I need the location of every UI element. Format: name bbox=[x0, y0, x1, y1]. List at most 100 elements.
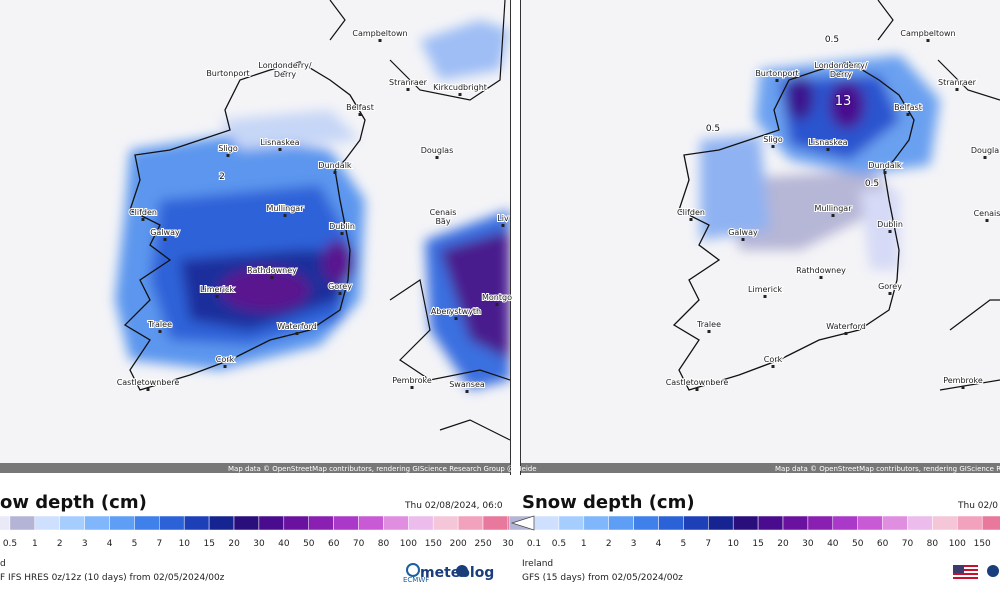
colorbar-label: 70 bbox=[353, 539, 365, 549]
colorbar-label: 0.5 bbox=[3, 539, 17, 549]
city-label: Rathdowney bbox=[247, 266, 297, 275]
colorbar-segment bbox=[134, 515, 160, 531]
colorbar-segment bbox=[408, 515, 434, 531]
contour-label: 0.5 bbox=[865, 179, 879, 189]
colorbar-label: 0.1 bbox=[527, 539, 541, 549]
colorbar-label: 5 bbox=[681, 539, 687, 549]
city-label: Stranraer bbox=[938, 78, 977, 87]
colorbar-segment bbox=[283, 515, 309, 531]
colorbar-label: 7 bbox=[157, 539, 163, 549]
city-label: Castletownbere bbox=[117, 378, 180, 387]
colorbar-label: 30 bbox=[802, 539, 814, 549]
colorbar-segment bbox=[59, 515, 85, 531]
contour-label: 13 bbox=[835, 94, 852, 109]
colorbar-label: 80 bbox=[378, 539, 390, 549]
colorbar-label: 30 bbox=[253, 539, 265, 549]
colorbar-segment bbox=[608, 515, 634, 531]
city-label: Pembroke bbox=[392, 376, 432, 385]
colorbar-segment bbox=[882, 515, 908, 531]
city-marker bbox=[410, 386, 414, 389]
city-label: Lisnaskea bbox=[808, 138, 847, 147]
colorbar-segment bbox=[457, 515, 484, 531]
city-marker bbox=[888, 230, 892, 233]
city-label: Gorey bbox=[878, 282, 902, 291]
city-marker bbox=[454, 317, 458, 320]
colorbar-label: 30 bbox=[502, 539, 514, 549]
city-marker bbox=[771, 145, 775, 148]
region: d bbox=[0, 559, 6, 569]
panel: Campbeltown Londonderry/Derry Burtonport St… bbox=[116, 28, 513, 393]
colorbar-segment bbox=[9, 515, 36, 531]
colorbar-label: 50 bbox=[303, 539, 315, 549]
city-label: Pembroke bbox=[943, 376, 983, 385]
city-label: Aberystwyth bbox=[431, 307, 481, 316]
city-marker bbox=[146, 388, 150, 391]
colorbar-label: 4 bbox=[107, 539, 113, 549]
flag-stripe bbox=[953, 573, 978, 575]
left-map bbox=[0, 0, 510, 473]
ecmwf-icon bbox=[406, 563, 420, 577]
city-label: Burtonport bbox=[206, 69, 249, 78]
colorbar-label: 250 bbox=[475, 539, 492, 549]
colorbar-label: 10 bbox=[179, 539, 191, 549]
city-label: Gorey bbox=[328, 282, 352, 291]
city-label: Rathdowney bbox=[796, 266, 846, 275]
city-marker bbox=[358, 113, 362, 116]
city-marker bbox=[458, 93, 462, 96]
city-marker bbox=[495, 303, 499, 306]
colorbar-label: 50 bbox=[852, 539, 864, 549]
colorbar-segment bbox=[258, 515, 285, 531]
colorbar-segment bbox=[583, 515, 609, 531]
colorbar-segment bbox=[932, 515, 958, 531]
city-marker bbox=[158, 330, 162, 333]
colorbar-segment bbox=[782, 515, 809, 531]
city-label: Cork bbox=[764, 355, 783, 364]
colorbar-segment bbox=[84, 515, 110, 531]
colorbar-segment bbox=[208, 515, 235, 531]
colorbar-segment bbox=[957, 515, 983, 531]
city-label: Sligo bbox=[763, 135, 783, 144]
meteo-icon bbox=[456, 565, 468, 577]
colorbar-segment bbox=[0, 515, 11, 531]
city-marker bbox=[707, 330, 711, 333]
city-marker bbox=[295, 332, 299, 335]
city-label: Derry bbox=[274, 70, 297, 79]
city-label: Mullingar bbox=[815, 204, 853, 213]
city-marker bbox=[819, 276, 823, 279]
city-marker bbox=[961, 386, 965, 389]
city-label: Galway bbox=[150, 228, 180, 237]
contour-label: 0.5 bbox=[706, 124, 720, 134]
city-marker bbox=[906, 113, 910, 116]
city-marker bbox=[844, 332, 848, 335]
city-marker bbox=[741, 238, 745, 241]
date: Thu 02/08/2024, 06:0 bbox=[404, 501, 503, 511]
city-label: Clifden bbox=[129, 208, 157, 217]
colorbar-segment bbox=[432, 515, 459, 531]
city-label: Castletownbere bbox=[666, 378, 729, 387]
flag-stripe bbox=[953, 571, 978, 573]
colorbar-segment bbox=[482, 515, 509, 531]
city-label: Dublin bbox=[877, 220, 903, 229]
city-label: Waterford bbox=[826, 322, 866, 331]
colorbar-arrow bbox=[510, 515, 535, 531]
city-marker bbox=[378, 39, 382, 42]
colorbar-label: 100 bbox=[400, 539, 417, 549]
city-marker bbox=[839, 71, 843, 74]
city-label: Sligo bbox=[218, 144, 238, 153]
colorbar-label: 60 bbox=[328, 539, 340, 549]
flag-stripe bbox=[953, 569, 978, 571]
attribution: Map data © OpenStreetMap contributors, r… bbox=[228, 465, 537, 473]
contour-label: 0.5 bbox=[825, 35, 839, 45]
colorbar-label: 40 bbox=[827, 539, 839, 549]
colorbar-label: 200 bbox=[450, 539, 467, 549]
city-label: Dublin bbox=[329, 222, 355, 231]
colorbar-segment bbox=[333, 515, 359, 531]
city-marker bbox=[883, 171, 887, 174]
city-marker bbox=[771, 365, 775, 368]
meteo-icon bbox=[987, 565, 999, 577]
colorbar-segment bbox=[832, 515, 858, 531]
colorbar-label: 2 bbox=[606, 539, 612, 549]
colorbar-segment bbox=[109, 515, 135, 531]
